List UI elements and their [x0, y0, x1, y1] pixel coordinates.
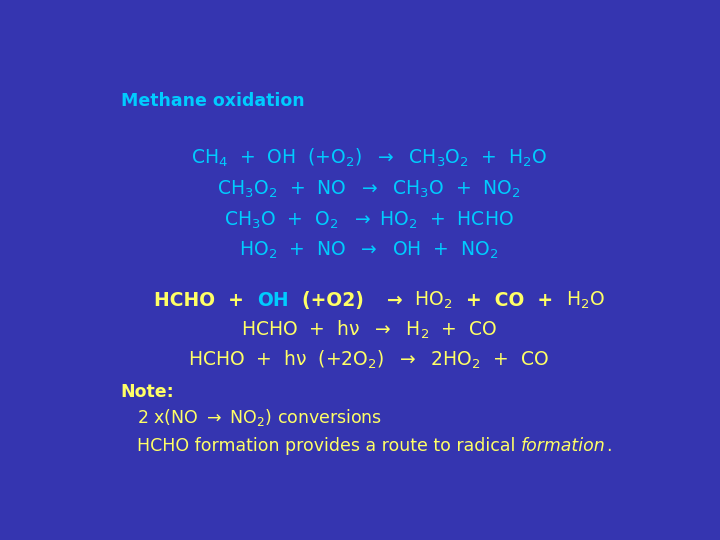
Text: $\rm HO_2$: $\rm HO_2$ [415, 290, 453, 311]
Text: $\rm CH_4$  +  OH  $(+\rm O_2)$  $\rightarrow$  $\rm CH_3O_2$  +  $\rm H_2O$: $\rm CH_4$ + OH $(+\rm O_2)$ $\rightarro… [191, 147, 547, 169]
Text: Note:: Note: [121, 383, 174, 401]
Text: 2 x(NO $\rightarrow$ $\rm NO_2$) conversions: 2 x(NO $\rightarrow$ $\rm NO_2$) convers… [138, 407, 382, 428]
Text: HCHO  +: HCHO + [154, 291, 257, 310]
Text: +  CO  +: + CO + [453, 291, 566, 310]
Text: HCHO formation provides a route to radical: HCHO formation provides a route to radic… [138, 437, 521, 455]
Text: formation: formation [521, 437, 606, 455]
Text: .: . [606, 437, 611, 455]
Text: (+O2): (+O2) [289, 291, 383, 310]
Text: $\rm CH_3O_2$  +  NO  $\rightarrow$  $\rm CH_3O$  +  $\rm NO_2$: $\rm CH_3O_2$ + NO $\rightarrow$ $\rm CH… [217, 179, 521, 200]
Text: HCHO  +  h$\nu$  $\rightarrow$  $\rm H_2$  +  CO: HCHO + h$\nu$ $\rightarrow$ $\rm H_2$ + … [241, 319, 497, 341]
Text: $\rm CH_3O$  +  $\rm O_2$  $\rightarrow$ $\rm HO_2$  +  HCHO: $\rm CH_3O$ + $\rm O_2$ $\rightarrow$ $\… [224, 210, 514, 231]
Text: OH: OH [257, 291, 289, 310]
Text: $\rightarrow$: $\rightarrow$ [383, 291, 415, 310]
Text: $\rm H_2O$: $\rm H_2O$ [566, 290, 605, 311]
Text: HCHO  +  h$\nu$  $(+2\rm O_2)$  $\rightarrow$  $\rm 2HO_2$  +  CO: HCHO + h$\nu$ $(+2\rm O_2)$ $\rightarrow… [189, 349, 549, 371]
Text: Methane oxidation: Methane oxidation [121, 92, 305, 110]
Text: $\rm HO_2$  +  NO  $\rightarrow$  OH  +  $\rm NO_2$: $\rm HO_2$ + NO $\rightarrow$ OH + $\rm … [239, 240, 499, 261]
